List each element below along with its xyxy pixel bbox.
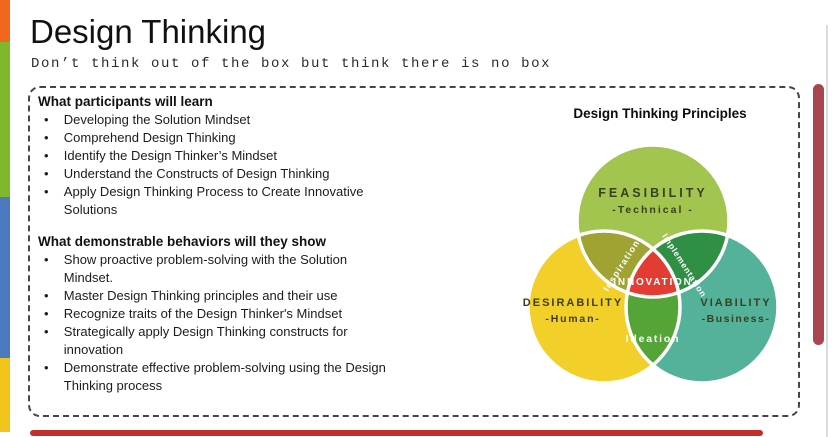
list-item: • Understand the Constructs of Design Thi… — [38, 165, 390, 183]
bullet-list: • Show proactive problem-solving with the… — [38, 251, 390, 395]
list-item: • Identify the Design Thinker’s Mindset — [38, 147, 390, 165]
list-item-text: Understand the Constructs of Design Thin… — [63, 166, 330, 181]
slide-subtitle: Don’t think out of the box but think the… — [31, 56, 552, 72]
section-participants: What participants will learn • Developing… — [38, 93, 390, 219]
list-item-text: Master Design Thinking principles and th… — [63, 288, 338, 303]
list-item: • Developing the Solution Mindset — [38, 111, 390, 129]
slide-title: Design Thinking — [30, 13, 267, 50]
venn-title: Design Thinking Principles — [573, 106, 747, 121]
list-item: • Demonstrate effective problem-solving u… — [38, 359, 390, 395]
label-feasibility: FEASIBILITY — [598, 186, 707, 200]
label-ideation: Ideation — [626, 333, 681, 345]
list-item-text: Apply Design Thinking Process to Create … — [63, 184, 364, 217]
bullet-icon: • — [44, 360, 49, 375]
list-item: • Master Design Thinking principles and t… — [38, 287, 390, 305]
accent-bar-blue — [0, 197, 10, 358]
list-item: • Show proactive problem-solving with the… — [38, 251, 390, 287]
section-behaviors: What demonstrable behaviors will they sh… — [38, 233, 390, 395]
section-heading: What demonstrable behaviors will they sh… — [38, 234, 327, 249]
bullet-icon: • — [44, 324, 49, 339]
circle-outline — [575, 143, 731, 299]
list-item-text: Recognize traits of the Design Thinker's… — [63, 306, 343, 321]
list-item-text: Strategically apply Design Thinking cons… — [63, 324, 348, 357]
bullet-icon: • — [44, 288, 49, 303]
label-feasibility-sub: -Technical - — [612, 204, 694, 216]
list-item: • Strategically apply Design Thinking con… — [38, 323, 390, 359]
label-viability-sub: -Business- — [702, 313, 771, 325]
list-item-text: Show proactive problem-solving with the … — [63, 252, 348, 285]
bullet-icon: • — [44, 148, 49, 163]
bullet-icon: • — [44, 130, 49, 145]
text-column: What participants will learn • Developing… — [38, 93, 390, 395]
circle-outline — [624, 229, 780, 385]
content-placeholder-box[interactable] — [28, 86, 800, 417]
list-item-text: Demonstrate effective problem-solving us… — [63, 360, 386, 393]
list-item-text: Comprehend Design Thinking — [63, 130, 236, 145]
list-item-text: Identify the Design Thinker’s Mindset — [63, 148, 277, 163]
label-viability: VIABILITY — [700, 297, 771, 309]
bullet-icon: • — [44, 252, 49, 267]
bullet-icon: • — [44, 306, 49, 321]
overlap-innovation — [626, 231, 680, 297]
venn-diagram: FEASIBILITY -Technical - DESIRABILITY -H… — [523, 143, 780, 385]
list-item: • Apply Design Thinking Process to Create… — [38, 183, 390, 219]
accent-bar-green — [0, 42, 10, 197]
accent-bar-yellow — [0, 358, 10, 432]
label-innovation: INNOVATION — [613, 277, 692, 288]
bullet-icon: • — [44, 184, 49, 199]
accent-bar-orange — [0, 0, 10, 42]
circle-outline — [526, 229, 682, 385]
list-item: • Recognize traits of the Design Thinker'… — [38, 305, 390, 323]
list-item-text: Developing the Solution Mindset — [63, 112, 251, 127]
bullet-icon: • — [44, 112, 49, 127]
scrollbar-track-line — [826, 25, 828, 437]
label-desirability: DESIRABILITY — [523, 297, 623, 309]
section-heading: What participants will learn — [38, 94, 213, 109]
bullet-icon: • — [44, 166, 49, 181]
label-desirability-sub: -Human- — [545, 313, 600, 325]
list-item: • Comprehend Design Thinking — [38, 129, 390, 147]
horizontal-scrollbar-thumb[interactable] — [30, 430, 763, 436]
vertical-scrollbar-thumb[interactable] — [813, 84, 824, 345]
bullet-list: • Developing the Solution Mindset • Compreh… — [38, 111, 390, 219]
